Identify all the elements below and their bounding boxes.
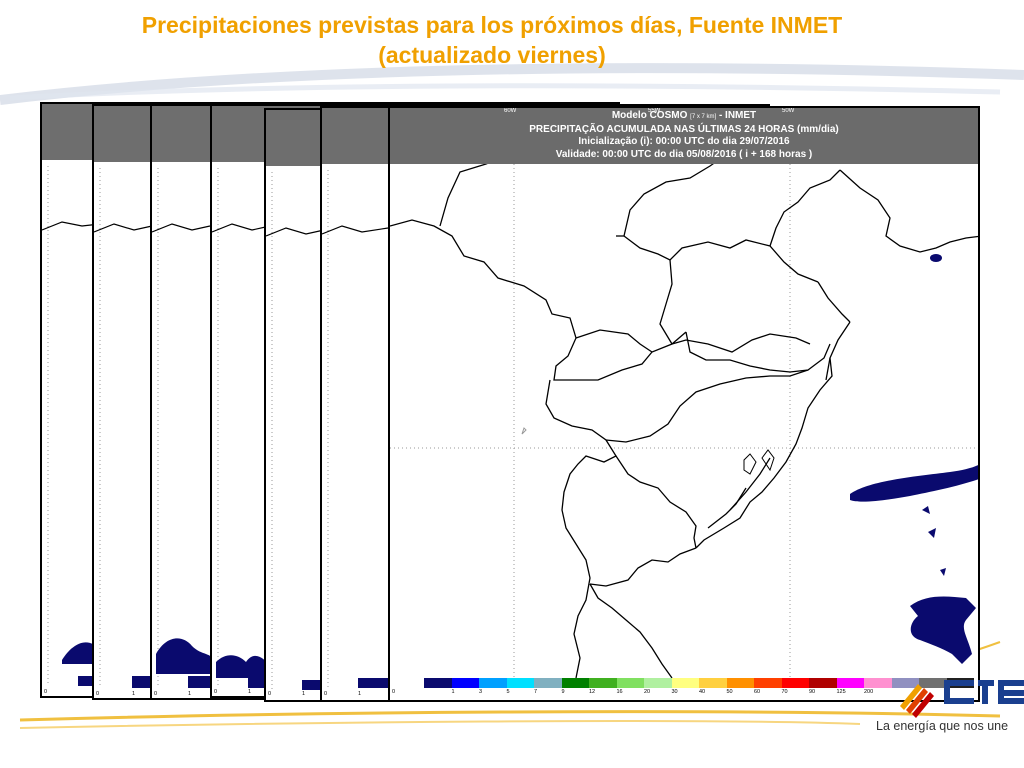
lon-label-55w: 55W	[648, 108, 661, 114]
legend-swatch	[781, 678, 809, 688]
legend-swatch	[616, 678, 644, 688]
legend-tick: 40	[699, 689, 706, 695]
legend-ticks: 1 3 5 7 9 12 16 20 30 40 50 60 70 90 125 200	[424, 688, 974, 698]
map-drawing	[390, 151, 978, 679]
legend-one: 1	[248, 689, 252, 695]
legend-zero: 0	[324, 691, 328, 697]
legend-tick: 16	[616, 689, 623, 695]
legend-zero: 0	[44, 689, 48, 695]
legend-swatch	[534, 678, 562, 688]
map-title-line2: PRECIPITAÇÃO ACUMULADA NAS ÚLTIMAS 24 HO…	[529, 123, 839, 135]
legend-swatch	[919, 678, 947, 688]
legend-tick: 200	[864, 689, 874, 695]
legend-tick: 1	[451, 689, 455, 695]
map-drawing	[322, 170, 389, 688]
legend-one: 1	[132, 691, 136, 697]
legend-tick: 5	[506, 689, 510, 695]
legend-tick: 30	[671, 689, 678, 695]
legend-swatch	[891, 678, 919, 688]
legend-tick: 12	[589, 689, 596, 695]
legend-swatch	[754, 678, 782, 688]
map-init-date: Inicialização (i): 00:00 UTC do dia 29/0…	[578, 136, 790, 147]
legend-swatch	[809, 678, 837, 688]
legend-swatch	[561, 678, 589, 688]
legend-swatch	[479, 678, 507, 688]
legend-one: 1	[358, 691, 362, 697]
legend-swatch	[836, 678, 864, 688]
legend-zero: 0	[96, 691, 100, 697]
map-title-line1: Modelo COSMO [7 x 7 km] - INMET	[611, 110, 757, 121]
legend-tick: 7	[534, 689, 538, 695]
map-drawing	[266, 172, 325, 690]
legend-tick: 60	[754, 689, 761, 695]
legend-swatch	[864, 678, 892, 688]
legend-color-bar	[424, 678, 974, 688]
legend-swatch	[506, 678, 534, 688]
legend-swatch	[644, 678, 672, 688]
map-header: Modelo COSMO [7 x 7 km] - INMET PRECIPIT…	[390, 108, 978, 164]
legend-swatch	[671, 678, 699, 688]
lon-label-60w: 60W	[504, 108, 517, 114]
legend-zero: 0	[392, 689, 396, 695]
map-drawing	[152, 168, 214, 688]
main-precipitation-map: Modelo COSMO [7 x 7 km] - INMET PRECIPIT…	[388, 106, 980, 702]
logo-stripes-icon	[900, 684, 934, 718]
legend-swatch	[424, 678, 452, 688]
ute-logo	[900, 680, 1024, 718]
legend-swatch	[699, 678, 727, 688]
precipitation-legend: 1 3 5 7 9 12 16 20 30 40 50 60 70 90 125 200 0	[390, 678, 978, 698]
map-valid-date: Validade: 00:00 UTC do dia 05/08/2016 ( …	[555, 148, 813, 160]
brand-tagline: La energía que nos une	[876, 719, 1009, 733]
legend-zero: 0	[154, 691, 158, 697]
legend-zero: 0	[214, 689, 218, 695]
legend-swatch	[451, 678, 479, 688]
legend-swatch	[726, 678, 754, 688]
legend-one: 1	[188, 691, 192, 697]
legend-zero: 0	[268, 691, 272, 697]
slide-title-line1: Precipitaciones previstas para los próxi…	[141, 12, 843, 38]
legend-tick: 125	[836, 689, 846, 695]
legend-swatch	[589, 678, 617, 688]
legend-tick: 50	[726, 689, 733, 695]
legend-tick: 90	[809, 689, 816, 695]
slide-title-line2: (actualizado viernes)	[378, 42, 606, 68]
map-drawing	[212, 168, 272, 688]
ute-wordmark-icon	[944, 680, 1024, 704]
map-drawing	[94, 168, 153, 688]
legend-tick: 20	[644, 689, 651, 695]
legend-tick: 3	[479, 689, 483, 695]
legend-tick: 9	[561, 689, 565, 695]
lon-label-50w: 50W	[782, 108, 795, 114]
legend-tick: 70	[781, 689, 788, 695]
legend-one: 1	[302, 691, 306, 697]
slide-title: Precipitaciones previstas para los próxi…	[40, 10, 944, 70]
